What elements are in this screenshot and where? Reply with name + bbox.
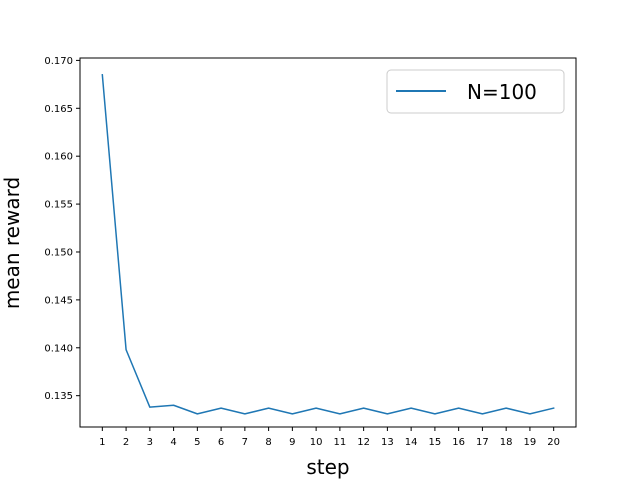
y-tick-label: 0.165: [44, 104, 73, 115]
x-tick-label: 20: [547, 437, 560, 448]
x-tick-label: 7: [242, 437, 248, 448]
x-tick-label: 10: [310, 437, 323, 448]
y-tick-label: 0.135: [44, 391, 73, 402]
x-tick-label: 1: [99, 437, 105, 448]
x-tick-label: 18: [500, 437, 513, 448]
x-tick-label: 8: [265, 437, 271, 448]
y-tick-label: 0.145: [44, 295, 73, 306]
y-tick-label: 0.150: [44, 247, 73, 258]
x-tick-label: 9: [289, 437, 295, 448]
x-tick-label: 11: [334, 437, 347, 448]
y-axis-ticks: 0.135 0.140 0.145 0.150 0.155 0.160 0.165 0.170: [44, 56, 80, 402]
x-tick-label: 14: [405, 437, 418, 448]
y-tick-label: 0.155: [44, 200, 73, 211]
x-tick-label: 12: [357, 437, 370, 448]
legend-box: [386, 69, 565, 114]
legend-label: N=100: [467, 80, 537, 104]
plot-area: [101, 73, 555, 415]
x-tick-label: 3: [147, 437, 153, 448]
y-tick-label: 0.140: [44, 343, 73, 354]
x-tick-label: 5: [194, 437, 200, 448]
x-tick-label: 17: [476, 437, 489, 448]
series-line-0: [101, 73, 555, 415]
x-tick-label: 4: [170, 437, 176, 448]
x-tick-label: 13: [381, 437, 394, 448]
y-tick-label: 0.170: [44, 56, 73, 67]
y-axis-label: mean reward: [0, 177, 24, 309]
x-tick-label: 16: [452, 437, 465, 448]
x-tick-label: 19: [524, 437, 537, 448]
x-tick-label: 15: [429, 437, 442, 448]
x-axis-ticks: 1 2 3 4 5 6 7 8 9 10 11 12 13 14 15 16 17 18 19 20: [99, 427, 560, 448]
axes-frame: [79, 57, 577, 428]
x-axis-label: step: [306, 455, 349, 479]
y-tick-label: 0.160: [44, 152, 73, 163]
x-tick-label: 6: [218, 437, 224, 448]
legend: N=100: [386, 69, 565, 114]
x-tick-label: 2: [123, 437, 129, 448]
